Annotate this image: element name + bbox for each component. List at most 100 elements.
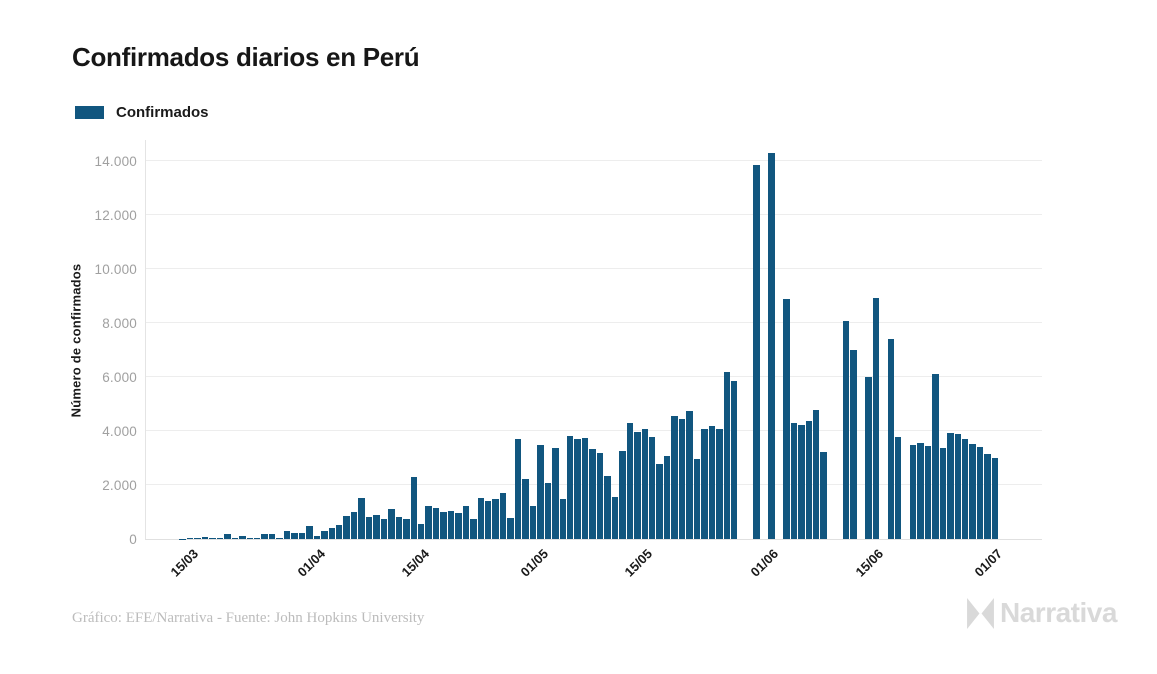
bar: [507, 518, 514, 539]
bar: [492, 499, 499, 539]
bar: [447, 510, 455, 539]
x-tick-label: 15/05: [621, 546, 656, 580]
bar: [343, 516, 350, 539]
bar: [485, 501, 492, 539]
bar: [805, 420, 812, 539]
bar: [716, 428, 723, 539]
bar: [522, 479, 529, 539]
x-tick-label: 15/03: [167, 546, 202, 580]
bar: [730, 380, 738, 539]
bar: [909, 445, 917, 539]
bar: [328, 527, 335, 539]
bar: [947, 432, 954, 539]
bar: [619, 450, 626, 539]
bar: [790, 423, 798, 539]
bar: [462, 506, 470, 539]
y-tick-label: 6.000: [102, 370, 137, 385]
bar: [559, 499, 567, 539]
bar: [253, 537, 261, 539]
bar: [708, 425, 716, 539]
narrativa-logo-icon: [967, 597, 994, 629]
bar: [321, 531, 328, 539]
bar: [656, 463, 663, 539]
bar: [581, 438, 589, 539]
narrativa-logo: Narrativa: [966, 597, 1117, 629]
bar: [976, 447, 984, 539]
bar: [432, 508, 440, 539]
bar: [611, 497, 619, 539]
bar: [723, 372, 730, 539]
chart-title: Confirmados diarios en Perú: [72, 42, 420, 72]
x-tick-label: 15/06: [852, 546, 886, 580]
bar: [641, 429, 648, 539]
y-tick-label: 8.000: [102, 316, 137, 331]
bar: [671, 416, 678, 539]
bar: [298, 532, 306, 539]
gridline-12000: [146, 214, 1042, 216]
bar: [216, 537, 224, 539]
bar: [455, 513, 462, 539]
bar: [634, 431, 641, 539]
bar: [865, 377, 872, 539]
legend-swatch-confirmados: [75, 106, 104, 119]
x-tick-label: 01/05: [517, 546, 551, 580]
gridline-4000: [146, 430, 1042, 432]
bar: [246, 537, 253, 539]
legend: Confirmados: [75, 104, 209, 121]
bar: [842, 320, 850, 539]
bar: [596, 452, 604, 539]
bar: [604, 476, 611, 539]
gridline-6000: [146, 376, 1042, 378]
bar: [335, 524, 343, 539]
plot-area: 15/03 01/04 15/04 01/05 15/05 01/06 15/06 01/07: [145, 140, 1042, 580]
x-tick-label: 01/07: [971, 546, 1005, 580]
bar: [350, 512, 358, 539]
bar: [872, 297, 880, 539]
bar: [924, 446, 932, 539]
bar: [499, 493, 507, 539]
bar: [276, 537, 283, 539]
bar: [753, 165, 760, 539]
bar: [313, 535, 321, 539]
bar: [589, 449, 596, 539]
bar: [380, 519, 388, 539]
bar: [209, 537, 216, 539]
bar: [678, 418, 686, 539]
bar: [194, 537, 201, 539]
x-tick-label: 15/04: [398, 546, 432, 580]
bar: [850, 350, 857, 539]
bar: [887, 338, 894, 539]
bar-series-confirmados: [172, 140, 999, 539]
bar: [649, 437, 656, 539]
bar: [261, 534, 268, 539]
bar: [306, 526, 313, 539]
bar: [365, 517, 373, 539]
y-tick-label: 12.000: [94, 208, 137, 223]
bar: [373, 515, 380, 539]
bar: [186, 538, 194, 539]
bar: [783, 298, 790, 539]
bar: [567, 436, 574, 539]
bar: [552, 447, 559, 539]
bar: [932, 374, 939, 539]
bar: [701, 428, 708, 539]
bar: [239, 535, 246, 539]
bar: [693, 458, 701, 539]
bar: [984, 454, 991, 539]
y-tick-label: 2.000: [102, 478, 137, 493]
bar: [477, 497, 485, 539]
bar: [820, 452, 827, 539]
bar: [291, 533, 298, 539]
legend-label: Confirmados: [116, 104, 209, 121]
gridline-8000: [146, 322, 1042, 324]
bar: [537, 444, 544, 539]
bar: [514, 439, 522, 539]
bar: [939, 448, 947, 539]
bar: [991, 458, 999, 539]
y-tick-label: 4.000: [102, 424, 137, 439]
bar: [470, 519, 477, 539]
bar: [663, 455, 671, 539]
bar: [358, 498, 365, 539]
gridline-14000: [146, 160, 1042, 162]
